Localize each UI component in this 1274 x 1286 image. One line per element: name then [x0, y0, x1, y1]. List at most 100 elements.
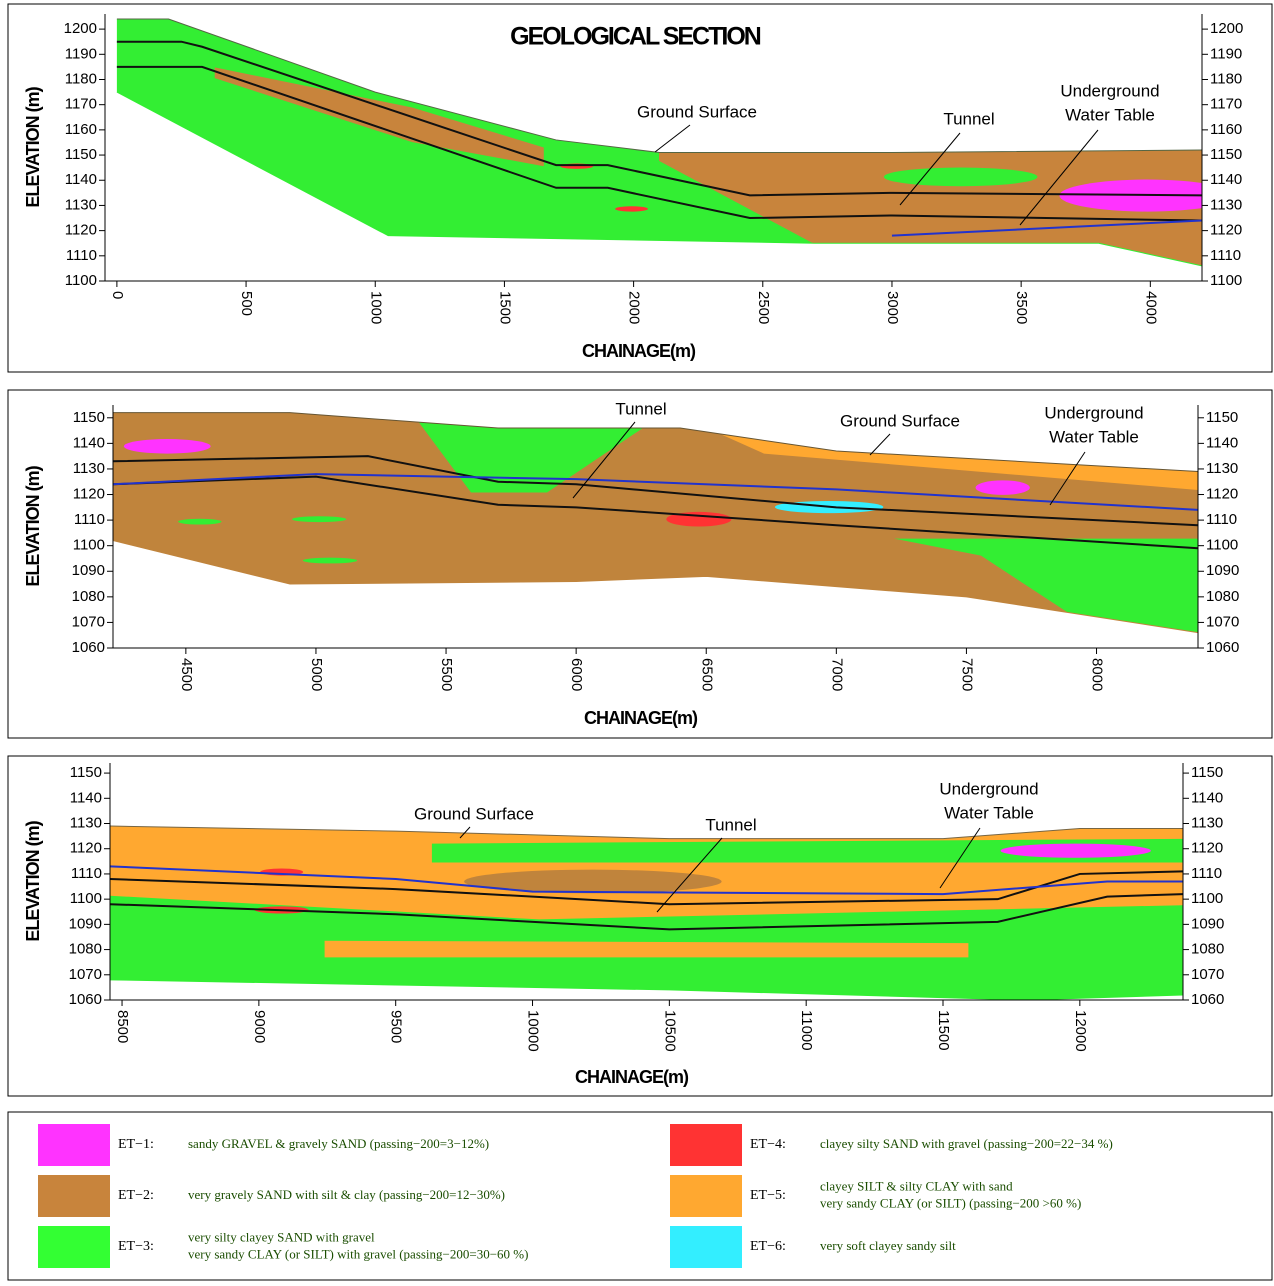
geology-zone	[884, 168, 1038, 187]
y2-tick-label: 1070	[1191, 966, 1224, 983]
x-tick-label: 11500	[935, 1010, 952, 1051]
y2-tick-label: 1060	[1206, 639, 1239, 656]
y-axis-label: ELEVATION (m)	[23, 820, 43, 941]
y-tick-label: 1080	[69, 941, 102, 958]
x-tick-label: 5500	[438, 658, 455, 691]
annotation: Underground	[939, 779, 1038, 798]
y-axis-label: ELEVATION (m)	[23, 86, 43, 207]
y-tick-label: 1130	[73, 460, 105, 477]
y2-tick-label: 1110	[1206, 511, 1237, 528]
y2-tick-label: 1140	[1206, 434, 1238, 451]
x-tick-label: 8500	[114, 1010, 131, 1043]
y-tick-label: 1200	[64, 20, 97, 37]
x-tick-label: 8000	[1089, 658, 1106, 691]
x-tick-label: 6500	[698, 658, 715, 691]
y2-tick-label: 1130	[1210, 196, 1242, 213]
legend-swatch	[38, 1124, 110, 1166]
chart-title: GEOLOGICAL SECTION	[510, 23, 761, 51]
y-tick-label: 1180	[65, 70, 97, 87]
x-tick-label: 10000	[525, 1010, 542, 1052]
x-tick-label: 11000	[798, 1010, 815, 1051]
y2-tick-label: 1120	[1206, 485, 1238, 502]
legend-swatch	[38, 1175, 110, 1217]
annotation-arrow	[655, 125, 690, 152]
y2-tick-label: 1150	[1206, 409, 1238, 426]
y-tick-label: 1110	[74, 511, 105, 528]
y2-tick-label: 1150	[1191, 764, 1223, 781]
y2-tick-label: 1200	[1210, 20, 1243, 37]
x-tick-label: 4000	[1142, 291, 1159, 324]
x-tick-label: 12000	[1072, 1010, 1089, 1052]
y-tick-label: 1110	[66, 247, 97, 264]
x-tick-label: 7500	[958, 658, 975, 691]
annotation: Underground	[1044, 403, 1143, 422]
y2-tick-label: 1150	[1210, 146, 1242, 163]
x-tick-label: 6000	[568, 658, 585, 691]
y2-tick-label: 1110	[1210, 247, 1241, 264]
annotation: Ground Surface	[637, 102, 757, 121]
x-axis-label: CHAINAGE(m)	[584, 708, 698, 728]
x-tick-label: 10500	[661, 1010, 678, 1052]
y-tick-label: 1120	[70, 840, 102, 857]
geology-zone	[292, 516, 346, 522]
y-tick-label: 1130	[70, 814, 102, 831]
y-axis-label: ELEVATION (m)	[23, 465, 43, 586]
y2-tick-label: 1110	[1191, 865, 1222, 882]
y-tick-label: 1100	[70, 890, 102, 907]
annotation: Water Table	[1065, 105, 1155, 124]
x-tick-label: 3000	[884, 291, 901, 324]
y2-tick-label: 1100	[1191, 890, 1223, 907]
y-tick-label: 1120	[65, 222, 97, 239]
y-tick-label: 1070	[72, 613, 105, 630]
section-fill	[113, 413, 1198, 633]
x-tick-label: 9500	[388, 1010, 405, 1043]
y-tick-label: 1190	[65, 45, 97, 62]
legend-code: ET−3:	[118, 1239, 154, 1254]
x-tick-label: 5000	[308, 658, 325, 691]
legend-text: very soft clayey sandy silt	[820, 1238, 956, 1253]
y2-tick-label: 1090	[1191, 915, 1224, 932]
legend-swatch	[670, 1124, 742, 1166]
y-tick-label: 1140	[65, 171, 97, 188]
legend-text: very sandy CLAY (or SILT) with gravel (p…	[188, 1246, 528, 1261]
y2-tick-label: 1140	[1191, 789, 1223, 806]
y-tick-label: 1060	[72, 639, 105, 656]
x-tick-label: 1500	[496, 291, 513, 324]
y2-tick-label: 1080	[1206, 588, 1239, 605]
geology-zone	[303, 558, 357, 564]
x-tick-label: 4500	[178, 658, 195, 691]
geology-zone	[1001, 844, 1151, 858]
y-tick-label: 1120	[73, 485, 105, 502]
x-tick-label: 7000	[828, 658, 845, 691]
annotation: Underground	[1060, 81, 1159, 100]
annotation: Tunnel	[943, 109, 994, 128]
legend-text: very sandy CLAY (or SILT) (passing−200 >…	[820, 1195, 1081, 1210]
x-tick-label: 0	[109, 291, 126, 299]
y2-tick-label: 1120	[1210, 222, 1242, 239]
legend-swatch	[38, 1226, 110, 1268]
legend-code: ET−6:	[750, 1239, 786, 1254]
annotation: Ground Surface	[414, 804, 534, 823]
y-tick-label: 1160	[65, 121, 97, 138]
geology-zone	[178, 519, 221, 525]
geology-zone	[124, 439, 211, 454]
page: GEOLOGICAL SECTION 1100 1100 1110 1110 1120 1…	[0, 0, 1274, 1281]
y-tick-label: 1070	[69, 966, 102, 983]
legend-swatch	[670, 1226, 742, 1268]
y2-tick-label: 1190	[1210, 45, 1242, 62]
legend-text: sandy GRAVEL & gravely SAND (passing−200…	[188, 1136, 489, 1151]
y-tick-label: 1060	[69, 991, 102, 1008]
legend-swatch	[670, 1175, 742, 1217]
y2-tick-label: 1080	[1191, 941, 1224, 958]
y2-tick-label: 1130	[1206, 460, 1238, 477]
y-tick-label: 1100	[73, 537, 105, 554]
y-tick-label: 1080	[72, 588, 105, 605]
y-tick-label: 1090	[69, 915, 102, 932]
legend-text: clayey silty SAND with gravel (passing−2…	[820, 1136, 1113, 1151]
y2-tick-label: 1140	[1210, 171, 1242, 188]
y-tick-label: 1170	[65, 96, 97, 113]
y-tick-label: 1150	[65, 146, 97, 163]
annotation: Tunnel	[705, 815, 756, 834]
y2-tick-label: 1120	[1191, 840, 1223, 857]
geology-zone	[976, 480, 1030, 495]
